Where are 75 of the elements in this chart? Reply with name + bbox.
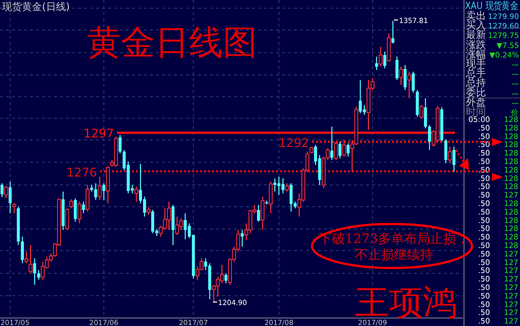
candlestick (338, 141, 342, 159)
ref-line-label: 1276 (66, 165, 97, 180)
candlestick (4, 186, 8, 199)
candlestick (175, 216, 180, 236)
text: 黄金日线图 (87, 23, 257, 63)
text: 委比 (466, 86, 486, 99)
candlestick (407, 71, 412, 99)
text: 卖出 (466, 10, 486, 22)
candlestick (8, 181, 12, 214)
candlestick (326, 148, 330, 160)
candlestick (412, 71, 415, 94)
candlestick (12, 202, 16, 214)
candlestick (77, 201, 82, 224)
candlestick (334, 141, 338, 160)
candlestick (33, 258, 36, 286)
candlestick (273, 178, 276, 192)
candlestick (28, 244, 32, 274)
candlestick (378, 46, 383, 68)
candlestick (69, 198, 74, 209)
candlestick (82, 201, 85, 214)
candlestick (391, 20, 394, 44)
candlestick (428, 124, 432, 150)
candlestick (86, 184, 90, 212)
text: 涨幅 (466, 48, 486, 60)
candlestick (151, 209, 154, 234)
ref-line-label: 1297 (83, 126, 114, 141)
chart-subtitle: 现货黄金(日线) (2, 1, 70, 13)
candlestick (277, 176, 280, 196)
candlestick (240, 229, 244, 248)
annotation: 不止损继续持 (355, 248, 433, 263)
text: 现手 (466, 58, 486, 70)
candlestick (98, 176, 102, 200)
candlestick (416, 90, 419, 118)
candlestick (40, 261, 45, 280)
annotation: 下破1273多单布局止损， (318, 232, 470, 247)
candlestick (386, 32, 391, 62)
candlestick (375, 56, 378, 71)
candlestick (399, 66, 403, 86)
candlestick (268, 181, 273, 214)
candlestick (424, 98, 427, 129)
candlestick (0, 182, 4, 198)
candlestick (257, 204, 260, 222)
candlestick (448, 146, 452, 164)
candlestick (330, 126, 334, 160)
candlestick (281, 178, 284, 194)
candlestick (172, 204, 175, 246)
candlestick (20, 236, 24, 264)
candlestick (94, 182, 98, 200)
candlestick (102, 182, 106, 200)
candlestick (65, 208, 70, 230)
candlestick (134, 186, 138, 202)
text: 时间 (466, 106, 486, 118)
ref-line-label: 1292 (278, 136, 309, 150)
candlestick (404, 64, 407, 91)
candlestick (106, 166, 110, 204)
candlestick (419, 104, 424, 119)
candlestick (383, 51, 386, 69)
candlestick (37, 270, 40, 280)
candlestick (358, 79, 362, 114)
candlestick (452, 146, 456, 172)
text: 涨跌 (466, 38, 486, 51)
candlestick (260, 196, 265, 230)
candlestick (342, 140, 346, 158)
candlestick (224, 272, 228, 284)
candlestick (346, 142, 350, 158)
candlestick (74, 198, 77, 222)
candlestick (179, 218, 184, 230)
candlestick (184, 212, 187, 240)
text: 外盘 (466, 96, 486, 108)
candlestick (395, 56, 398, 80)
candlestick (118, 134, 122, 154)
candlestick (167, 201, 171, 230)
candlestick (444, 138, 448, 164)
candlestick (290, 182, 293, 212)
candlestick (362, 104, 366, 116)
